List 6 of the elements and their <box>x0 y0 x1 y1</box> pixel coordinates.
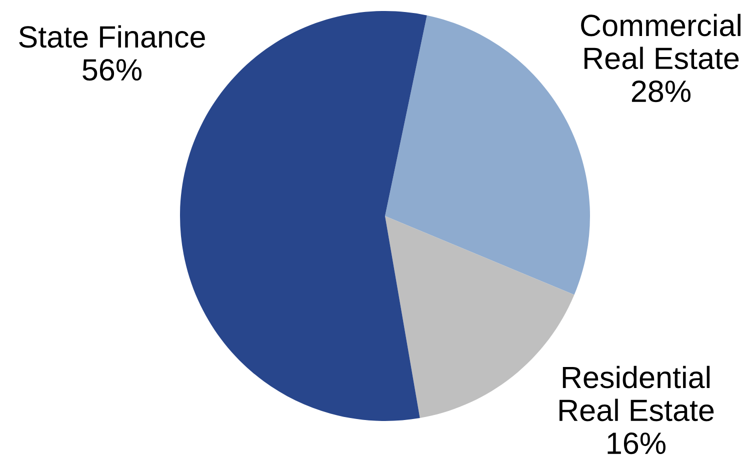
slice-label: Residential Real Estate <box>560 366 714 422</box>
slice-label: Commercial Real Estate <box>581 14 740 70</box>
slice-label: State Finance <box>19 25 205 48</box>
data-label: 28% <box>632 80 690 102</box>
data-label: 16% <box>608 432 666 454</box>
data-label: 56% <box>82 59 142 81</box>
